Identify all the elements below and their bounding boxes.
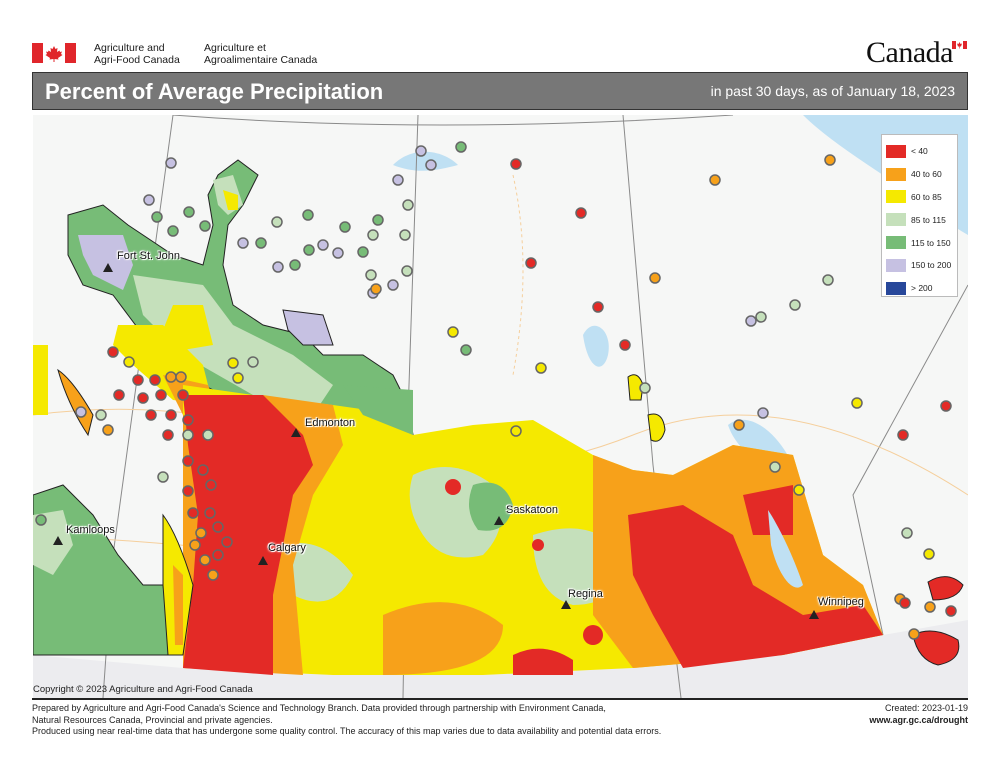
map-subtitle: in past 30 days, as of January 18, 2023 [710, 83, 955, 99]
map-title: Percent of Average Precipitation [45, 79, 384, 104]
wordmark-flag-icon [952, 41, 967, 49]
legend-item-115-150: 115 to 150 [886, 231, 953, 254]
city-marker-edmonton [291, 428, 301, 437]
city-label-regina: Regina [568, 588, 603, 600]
city-marker-regina [561, 600, 571, 609]
city-label-winnipeg: Winnipeg [818, 596, 864, 608]
legend-swatch [886, 167, 906, 181]
legend-swatch [886, 236, 906, 250]
map-copyright: Copyright © 2023 Agriculture and Agri-Fo… [33, 684, 253, 695]
department-en-line1: Agriculture and [94, 42, 165, 54]
footer-line-2: Natural Resources Canada, Provincial and… [32, 714, 273, 725]
us-region [33, 620, 968, 698]
canada-flag-icon [32, 43, 76, 63]
city-marker-saskatoon [494, 516, 504, 525]
legend-label: 40 to 60 [911, 169, 942, 180]
footer-credits: Prepared by Agriculture and Agri-Food Ca… [32, 703, 661, 738]
drought-website-link[interactable]: www.agr.gc.ca/drought [869, 714, 968, 725]
department-fr-line2: Agroalimentaire Canada [204, 54, 318, 66]
legend-label: 85 to 115 [911, 214, 946, 225]
department-name-french: Agriculture et Agroalimentaire Canada [204, 42, 317, 66]
legend-label: 115 to 150 [911, 237, 951, 248]
legend-item-lt40: < 40 [886, 140, 953, 163]
legend-label: < 40 [911, 146, 928, 157]
department-name-english: Agriculture and Agri-Food Canada [94, 42, 180, 66]
legend-item-40-60: 40 to 60 [886, 163, 953, 186]
map-legend: < 40 40 to 60 60 to 85 85 to 115 115 to … [881, 134, 958, 297]
city-label-kamloops: Kamloops [66, 524, 115, 536]
precipitation-map[interactable]: Fort St. John Edmonton Kamloops Calgary … [33, 115, 968, 698]
city-marker-winnipeg [809, 610, 819, 619]
canada-wordmark: Canada [866, 36, 953, 69]
footer-line-1: Prepared by Agriculture and Agri-Food Ca… [32, 703, 606, 713]
legend-item-gt200: > 200 [886, 277, 953, 300]
created-date: Created: 2023-01-19 [884, 703, 968, 713]
legend-item-150-200: 150 to 200 [886, 254, 953, 277]
city-marker-fort-st-john [103, 263, 113, 272]
footer-meta: Created: 2023-01-19 www.agr.gc.ca/drough… [869, 703, 968, 726]
legend-swatch [886, 258, 906, 272]
footer-divider [32, 698, 968, 700]
department-en-line2: Agri-Food Canada [94, 54, 180, 66]
station-points [35, 141, 957, 640]
legend-item-85-115: 85 to 115 [886, 208, 953, 231]
legend-label: 60 to 85 [911, 191, 942, 202]
legend-label: > 200 [911, 283, 933, 294]
legend-swatch [886, 213, 906, 227]
city-label-fort-st-john: Fort St. John [117, 250, 180, 262]
map-canvas [33, 115, 968, 698]
legend-label: 150 to 200 [911, 260, 952, 271]
legend-swatch [886, 281, 906, 295]
city-label-edmonton: Edmonton [305, 417, 356, 429]
header: Agriculture and Agri-Food Canada Agricul… [0, 0, 1000, 75]
legend-item-60-85: 60 to 85 [886, 186, 953, 209]
city-marker-calgary [258, 556, 268, 565]
footer-line-3: Produced using near real-time data that … [32, 726, 662, 736]
city-label-calgary: Calgary [268, 542, 306, 554]
city-label-saskatoon: Saskatoon [506, 504, 558, 516]
legend-swatch [886, 190, 906, 204]
city-marker-kamloops [53, 536, 63, 545]
legend-swatch [886, 144, 906, 158]
title-bar: Percent of Average Precipitation in past… [32, 72, 968, 110]
department-fr-line1: Agriculture et [204, 42, 266, 54]
